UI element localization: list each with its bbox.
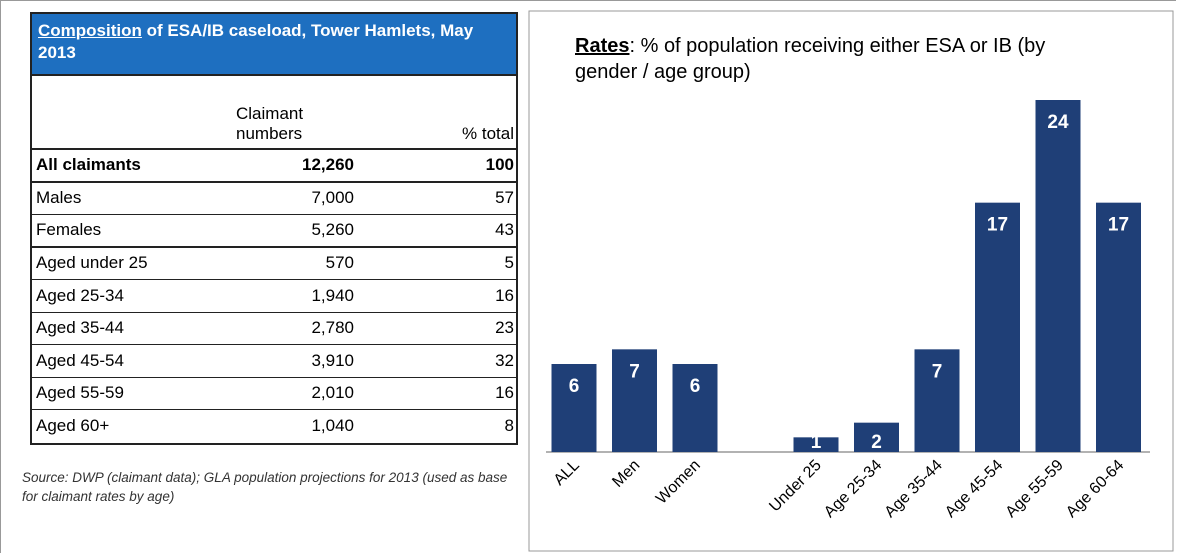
chart: Rates: % of population receiving either … [528,10,1174,552]
table-row: Aged 45-54 3,910 32 [32,345,516,378]
bar [551,364,597,452]
table-cell: 570 [325,253,354,273]
table-row: Aged 25-34 1,940 16 [32,280,516,313]
chart-title-rest: : % of population receiving either ESA o… [629,35,1045,57]
bar [1096,202,1141,452]
table-cell: Aged 45-54 [36,350,124,370]
table-cell: 57 [495,188,514,208]
header-text: numbers [236,124,303,143]
bar [1035,100,1081,452]
table-row: Aged under 25 570 5 [32,248,516,280]
data-label: 24 [1047,112,1069,133]
data-label: 6 [569,376,580,397]
table-cell: 5 [504,253,514,273]
bar [854,422,899,452]
table-cell: 23 [495,318,514,338]
table-row: Males 7,000 57 [32,183,516,215]
table-cell: Males [36,188,82,208]
bar [914,349,960,452]
data-label: 6 [690,376,701,397]
header-cell: % total [462,124,514,143]
table-cell: 100 [485,155,514,175]
table-body: All claimants 12,260 100 Males 7,000 57 Female… [32,150,516,443]
table-cell: Aged 60+ [36,416,110,436]
bar [672,364,718,452]
source-note: Source: DWP (claimant data); GLA populat… [22,470,508,504]
table-row: All claimants 12,260 100 [32,150,516,183]
data-label: 17 [987,215,1008,236]
table-cell: All claimants [36,155,141,175]
table-cell: Aged under 25 [36,253,148,273]
table-cell: 5,260 [311,220,354,240]
table-row: Aged 55-59 2,010 16 [32,378,516,410]
chart-title-rest: gender / age group) [575,61,751,83]
table-row: Aged 60+ 1,040 8 [32,410,516,443]
table-cell: 1,940 [311,285,354,305]
table-title: Composition of ESA/IB caseload, Tower Ha… [32,14,516,76]
data-label: 17 [1108,215,1129,236]
data-label: 7 [932,361,943,382]
table-cell: Females [36,220,102,240]
bar [793,437,839,452]
header-cell: Claimant numbers [236,104,354,144]
data-label: 2 [871,432,882,453]
table-cell: 2,780 [311,318,354,338]
table-cell: Aged 55-59 [36,383,124,403]
table-cell: 7,000 [311,188,354,208]
header-row: Claimant numbers % total [32,76,516,150]
data-label: 7 [629,361,640,382]
bar [975,202,1020,452]
table-row: Aged 35-44 2,780 23 [32,313,516,345]
table-title-emphasis: Composition [38,21,142,40]
table-title-rest: of ESA/IB caseload, Tower Hamlets, May 2… [38,21,474,62]
table-cell: 1,040 [311,416,354,436]
caseload-table: Composition of ESA/IB caseload, Tower Ha… [30,12,518,445]
data-label: 1 [811,432,822,453]
table-cell: 32 [495,350,514,370]
table-cell: 8 [504,416,514,436]
bar [612,349,657,452]
table-row: Females 5,260 43 [32,215,516,248]
table-cell: 2,010 [311,383,354,403]
table-cell: 16 [495,285,514,305]
table-cell: 16 [495,383,514,403]
table-cell: Aged 35-44 [36,318,124,338]
table-cell: 12,260 [302,155,354,175]
chart-title: Rates: % of population receiving either … [575,35,1045,83]
chart-title-emphasis: Rates [575,35,629,57]
table-cell: 3,910 [311,350,354,370]
table-cell: Aged 25-34 [36,285,124,305]
table-cell: 43 [495,220,514,240]
header-text: Claimant [236,104,304,123]
